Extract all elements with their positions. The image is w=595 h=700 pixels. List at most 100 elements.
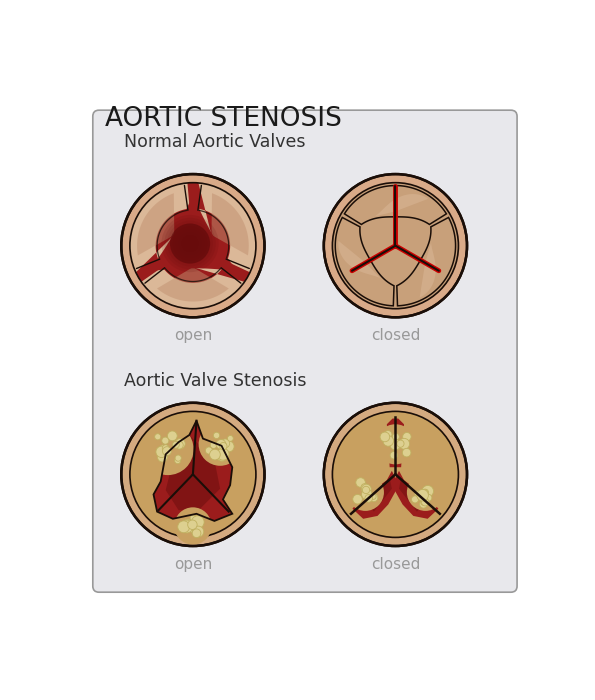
Polygon shape: [141, 267, 245, 309]
Circle shape: [380, 432, 390, 442]
Circle shape: [162, 444, 169, 452]
Polygon shape: [335, 218, 394, 306]
Circle shape: [324, 402, 467, 546]
Polygon shape: [211, 193, 249, 256]
Text: AORTIC STENOSIS: AORTIC STENOSIS: [105, 106, 342, 132]
Circle shape: [175, 455, 181, 461]
Circle shape: [187, 520, 197, 529]
Circle shape: [390, 439, 400, 450]
Circle shape: [353, 494, 362, 504]
Circle shape: [162, 447, 171, 456]
Circle shape: [361, 484, 371, 494]
Polygon shape: [352, 471, 399, 519]
Circle shape: [142, 424, 193, 475]
Text: open: open: [174, 556, 212, 572]
Circle shape: [362, 486, 369, 493]
Circle shape: [390, 452, 397, 459]
Circle shape: [130, 183, 256, 309]
Circle shape: [158, 454, 164, 460]
Circle shape: [190, 526, 198, 533]
Circle shape: [164, 218, 216, 270]
Circle shape: [365, 494, 372, 502]
Polygon shape: [196, 183, 256, 272]
Circle shape: [190, 515, 196, 521]
Text: Aortic Valve Stenosis: Aortic Valve Stenosis: [124, 372, 306, 390]
Circle shape: [175, 439, 185, 449]
Circle shape: [356, 477, 365, 487]
Polygon shape: [390, 428, 401, 463]
Circle shape: [130, 412, 256, 538]
Circle shape: [193, 526, 203, 537]
Circle shape: [384, 430, 392, 438]
Polygon shape: [397, 218, 456, 306]
Text: closed: closed: [371, 556, 420, 572]
Circle shape: [403, 433, 411, 441]
Circle shape: [362, 489, 372, 500]
Circle shape: [192, 528, 199, 534]
Circle shape: [392, 433, 399, 440]
Polygon shape: [338, 241, 380, 278]
Circle shape: [220, 442, 227, 450]
Circle shape: [333, 183, 458, 309]
Circle shape: [223, 441, 234, 452]
Circle shape: [183, 519, 193, 530]
Circle shape: [369, 494, 378, 502]
Circle shape: [199, 423, 242, 466]
Circle shape: [221, 439, 230, 448]
Circle shape: [159, 445, 167, 453]
Circle shape: [170, 223, 210, 264]
Circle shape: [333, 412, 458, 538]
Circle shape: [421, 498, 429, 506]
Circle shape: [162, 437, 169, 444]
Circle shape: [393, 442, 399, 448]
Text: Normal Aortic Valves: Normal Aortic Valves: [124, 133, 305, 151]
Circle shape: [205, 447, 212, 454]
Polygon shape: [148, 194, 237, 272]
Text: open: open: [174, 328, 212, 343]
Circle shape: [422, 489, 428, 496]
Circle shape: [216, 449, 228, 461]
Circle shape: [361, 484, 368, 491]
Circle shape: [178, 521, 190, 533]
Circle shape: [210, 442, 217, 449]
Polygon shape: [165, 435, 220, 510]
FancyBboxPatch shape: [93, 110, 517, 592]
Circle shape: [170, 223, 210, 264]
Circle shape: [397, 440, 404, 447]
Circle shape: [416, 489, 428, 501]
Circle shape: [425, 494, 432, 501]
Circle shape: [422, 485, 434, 497]
Circle shape: [371, 494, 376, 499]
Circle shape: [412, 496, 419, 503]
Circle shape: [324, 174, 467, 317]
Circle shape: [399, 438, 409, 449]
Circle shape: [158, 452, 167, 462]
Circle shape: [365, 491, 371, 497]
Polygon shape: [387, 419, 404, 467]
Circle shape: [173, 226, 207, 260]
Polygon shape: [399, 478, 424, 512]
Polygon shape: [137, 193, 174, 256]
Polygon shape: [345, 186, 446, 225]
Circle shape: [383, 435, 393, 446]
Circle shape: [415, 491, 421, 497]
Circle shape: [121, 174, 265, 317]
Circle shape: [176, 441, 183, 449]
Circle shape: [402, 448, 411, 457]
Circle shape: [217, 448, 229, 460]
Circle shape: [167, 220, 213, 267]
Circle shape: [375, 424, 415, 464]
Polygon shape: [130, 183, 190, 272]
Circle shape: [421, 500, 426, 505]
Circle shape: [173, 441, 179, 448]
Polygon shape: [419, 243, 436, 298]
Circle shape: [180, 520, 193, 533]
Circle shape: [422, 489, 428, 496]
Polygon shape: [375, 194, 428, 216]
Circle shape: [121, 402, 265, 546]
Circle shape: [407, 474, 444, 511]
Circle shape: [174, 508, 211, 545]
Circle shape: [192, 516, 204, 528]
Circle shape: [390, 440, 401, 450]
Polygon shape: [154, 421, 232, 521]
